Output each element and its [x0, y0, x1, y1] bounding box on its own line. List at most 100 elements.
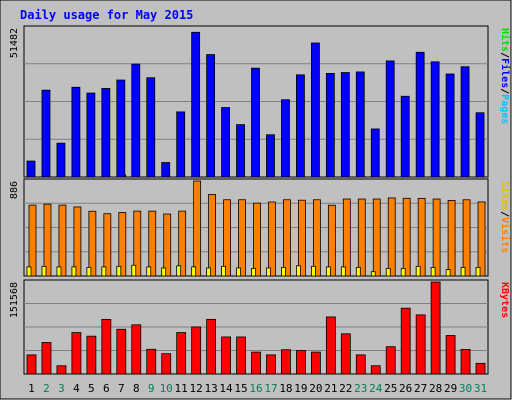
bar-files	[385, 60, 395, 178]
bar-visits	[103, 213, 112, 277]
x-tick-label: 26	[399, 382, 412, 395]
bar-kbytes	[400, 307, 411, 375]
bar-kbytes	[445, 335, 456, 375]
panel-kbytes: 151568 KBytes	[9, 279, 510, 375]
bar-visits	[402, 197, 411, 277]
bar-kbytes	[415, 314, 426, 375]
bar-sites	[251, 268, 256, 277]
bar-sites	[310, 265, 316, 277]
bar-sites	[236, 267, 241, 277]
bar-visits	[387, 197, 396, 277]
bar-files	[251, 67, 260, 178]
bar-sites	[86, 267, 92, 277]
bar-sites	[56, 266, 62, 277]
bar-visits	[327, 204, 336, 277]
x-tick-label: 28	[429, 382, 442, 395]
bar-sites	[266, 267, 271, 277]
bar-files	[370, 128, 380, 178]
bar-kbytes	[161, 353, 172, 375]
bar-sites	[71, 266, 77, 277]
bar-files	[56, 142, 66, 178]
bar-kbytes	[430, 281, 441, 375]
x-tick-label: 18	[279, 382, 292, 395]
bar-kbytes	[355, 354, 366, 375]
legend-entry-visits: Visits	[499, 217, 511, 253]
legend-entry-hits: Hits	[499, 28, 511, 52]
bar-visits	[417, 197, 426, 277]
x-tick-label: 20	[309, 382, 322, 395]
bar-visits	[312, 199, 321, 277]
bar-sites	[385, 268, 391, 277]
bar-files	[131, 63, 141, 178]
bar-visits	[208, 194, 217, 277]
x-tick-label: 13	[204, 382, 217, 395]
bar-visits	[447, 200, 456, 277]
bar-sites	[340, 266, 346, 277]
bar-kbytes	[131, 324, 142, 375]
bar-kbytes	[266, 354, 276, 375]
bar-kbytes	[325, 316, 336, 375]
bar-kbytes	[206, 318, 217, 375]
x-tick-label: 2	[43, 382, 50, 395]
bar-visits	[268, 201, 276, 277]
bar-kbytes	[146, 348, 157, 375]
bar-visits	[372, 198, 381, 277]
bar-visits	[193, 180, 202, 277]
bar-sites	[116, 265, 122, 277]
bar-kbytes	[370, 365, 381, 375]
y-max-label: 151568	[9, 282, 20, 318]
bar-visits	[178, 210, 187, 277]
legend: Hits/Files/Pages	[499, 28, 511, 124]
legend: Sites/Visits	[499, 181, 511, 253]
bar-files	[296, 74, 305, 178]
x-tick-label: 30	[459, 382, 472, 395]
x-tick-label: 11	[175, 382, 188, 395]
bar-kbytes	[56, 365, 67, 375]
bar-sites	[206, 267, 212, 277]
x-axis-day-labels: 1 2 3 4 5 6 7 8 9 10 11 12 13 14 15 16 17 18 19 20 21 22 23 24 2…	[28, 382, 487, 395]
bar-files	[26, 160, 36, 178]
x-tick-label: 10	[160, 382, 173, 395]
legend-entry-sites: Sites	[499, 181, 511, 211]
bar-files	[281, 99, 290, 178]
x-tick-label: 16	[249, 382, 262, 395]
legend-separator: /	[499, 52, 510, 58]
x-tick-label: 25	[384, 382, 397, 395]
bar-files	[460, 66, 470, 178]
bar-visits	[283, 199, 291, 277]
bar-sites	[415, 265, 421, 277]
bar-visits	[28, 204, 37, 277]
bar-kbytes	[340, 333, 351, 375]
bar-files	[161, 162, 171, 178]
bar-visits	[432, 198, 441, 277]
y-max-label: 51482	[9, 28, 20, 58]
bar-files	[475, 112, 485, 178]
x-tick-label: 14	[219, 382, 233, 395]
bar-files	[340, 72, 350, 178]
x-tick-label: 27	[414, 382, 427, 395]
bar-sites	[325, 266, 331, 277]
x-tick-label: 8	[133, 382, 140, 395]
bar-visits	[58, 204, 67, 277]
legend: KBytes	[499, 282, 510, 318]
bar-visits	[253, 202, 261, 277]
bar-files	[445, 73, 455, 178]
bar-files	[191, 31, 201, 178]
bar-kbytes	[116, 328, 127, 375]
legend-entry-kbytes: KBytes	[499, 282, 510, 318]
x-tick-label: 23	[354, 382, 367, 395]
bar-sites	[176, 265, 182, 277]
bar-sites	[281, 267, 286, 277]
bar-sites	[26, 266, 32, 277]
bar-files	[430, 61, 440, 178]
x-tick-label: 4	[73, 382, 80, 395]
bar-visits	[118, 212, 127, 277]
bar-visits	[163, 213, 172, 277]
legend-entry-files: Files	[499, 58, 511, 88]
bar-files	[71, 86, 81, 178]
legend-entry-pages: Pages	[499, 94, 510, 124]
bar-sites	[101, 266, 107, 277]
chart-title: Daily usage for May 2015	[20, 8, 193, 22]
bar-sites	[161, 267, 167, 277]
